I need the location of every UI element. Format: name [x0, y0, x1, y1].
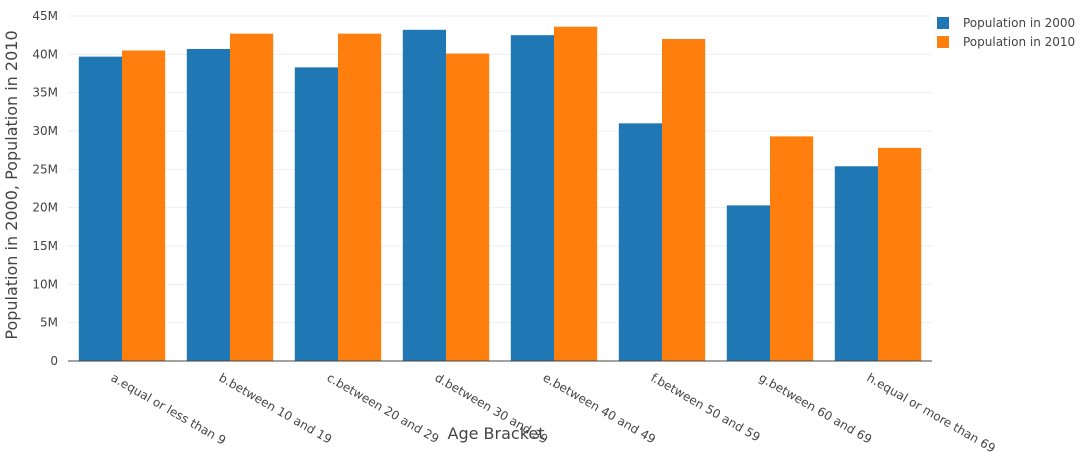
y-tick-label: 30M: [32, 124, 58, 138]
bar-series-2[interactable]: [878, 147, 922, 361]
bar-series-1[interactable]: [618, 123, 662, 361]
bar-series-2[interactable]: [554, 26, 598, 361]
y-axis-ticks: 0 5M 10M 15M 20M 25M 30M 35M 40M 45M: [32, 9, 58, 368]
bar-series-2[interactable]: [122, 50, 166, 362]
y-tick-label: 10M: [32, 277, 58, 291]
x-tick-label: a.equal or less than 9: [109, 370, 229, 447]
x-tick-label: c.between 20 and 29: [325, 370, 442, 446]
y-tick-label: 15M: [32, 239, 58, 253]
bar-series-2[interactable]: [770, 136, 814, 361]
legend-swatch: [937, 17, 949, 29]
legend-item[interactable]: Population in 2000: [937, 16, 1075, 30]
legend[interactable]: Population in 2000 Population in 2010: [937, 16, 1075, 49]
legend-swatch: [937, 36, 949, 48]
legend-label: Population in 2000: [963, 16, 1075, 30]
y-tick-label: 45M: [32, 9, 58, 23]
y-tick-label: 35M: [32, 86, 58, 100]
x-axis-title: Age Bracket: [448, 424, 545, 443]
y-tick-label: 5M: [40, 316, 58, 330]
y-tick-label: 40M: [32, 47, 58, 61]
x-tick-label: f.between 50 and 59: [649, 370, 763, 444]
x-tick-label: h.equal or more than 69: [865, 370, 998, 452]
x-axis-ticks: a.equal or less than 9b.between 10 and 1…: [109, 370, 998, 452]
bar-series-2[interactable]: [230, 33, 274, 362]
bar-series-1[interactable]: [834, 166, 878, 361]
x-tick-label: g.between 60 and 69: [757, 370, 875, 446]
bars: [78, 26, 922, 362]
bar-series-1[interactable]: [726, 205, 770, 361]
y-tick-label: 25M: [32, 162, 58, 176]
y-tick-label: 0: [50, 354, 58, 368]
bar-series-2[interactable]: [446, 53, 490, 362]
bar-series-1[interactable]: [78, 56, 122, 362]
bar-series-1[interactable]: [294, 67, 338, 361]
y-axis-title: Population in 2000, Population in 2010: [2, 30, 21, 339]
legend-label: Population in 2010: [963, 35, 1075, 49]
x-tick-label: e.between 40 and 49: [541, 370, 659, 446]
x-tick-label: b.between 10 and 19: [217, 370, 335, 446]
bar-series-1[interactable]: [510, 35, 554, 362]
bar-series-1[interactable]: [186, 48, 230, 361]
bar-series-1[interactable]: [402, 29, 446, 362]
y-tick-label: 20M: [32, 201, 58, 215]
bar-series-2[interactable]: [662, 39, 706, 361]
bar-series-2[interactable]: [338, 33, 382, 362]
legend-item[interactable]: Population in 2010: [937, 35, 1075, 49]
